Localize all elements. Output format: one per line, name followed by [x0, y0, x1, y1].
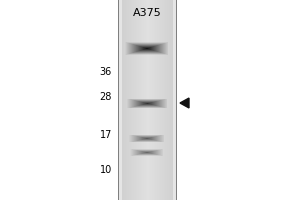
Text: 28: 28	[100, 92, 112, 102]
Text: 36: 36	[100, 67, 112, 77]
Text: 10: 10	[100, 165, 112, 175]
Text: 17: 17	[100, 130, 112, 140]
Text: A375: A375	[133, 8, 162, 18]
Polygon shape	[180, 98, 189, 108]
